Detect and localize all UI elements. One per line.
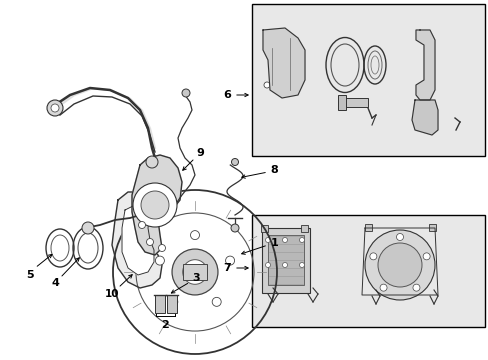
Polygon shape — [132, 155, 182, 255]
Circle shape — [141, 191, 169, 219]
Bar — [262, 228, 309, 293]
Circle shape — [264, 39, 269, 45]
Circle shape — [265, 238, 270, 243]
Text: 8: 8 — [269, 165, 277, 175]
Circle shape — [299, 238, 304, 243]
Bar — [267, 235, 304, 285]
Bar — [364, 224, 371, 231]
Text: 7: 7 — [223, 263, 230, 273]
Circle shape — [168, 297, 178, 306]
Polygon shape — [122, 205, 154, 275]
Polygon shape — [263, 28, 305, 98]
Circle shape — [146, 239, 153, 246]
Circle shape — [231, 158, 238, 166]
Circle shape — [155, 256, 164, 265]
Bar — [337, 95, 346, 110]
Circle shape — [364, 230, 434, 300]
Bar — [273, 52, 285, 66]
Circle shape — [369, 253, 376, 260]
Text: 2: 2 — [161, 320, 168, 330]
Bar — [339, 98, 367, 107]
Circle shape — [182, 89, 190, 97]
Circle shape — [282, 262, 287, 267]
Text: 3: 3 — [192, 273, 200, 283]
Text: 9: 9 — [196, 148, 203, 158]
Circle shape — [422, 253, 429, 260]
Bar — [251, 4, 484, 156]
Circle shape — [51, 104, 59, 112]
Text: 10: 10 — [104, 289, 119, 299]
Circle shape — [183, 260, 207, 284]
Circle shape — [265, 262, 270, 267]
Circle shape — [133, 183, 177, 227]
Bar — [261, 225, 267, 232]
Circle shape — [230, 224, 239, 232]
Circle shape — [396, 234, 403, 240]
Text: 1: 1 — [270, 238, 278, 248]
Circle shape — [146, 156, 158, 168]
Text: 4: 4 — [51, 278, 59, 288]
Bar — [251, 215, 484, 327]
Bar — [183, 264, 206, 280]
Circle shape — [212, 297, 221, 306]
Circle shape — [225, 256, 234, 265]
Circle shape — [190, 231, 199, 240]
Circle shape — [138, 221, 145, 229]
Circle shape — [377, 243, 421, 287]
Circle shape — [412, 284, 419, 291]
Circle shape — [158, 244, 165, 252]
Circle shape — [82, 222, 94, 234]
Polygon shape — [112, 192, 162, 288]
Circle shape — [282, 238, 287, 243]
Bar — [428, 224, 435, 231]
Text: 5: 5 — [26, 270, 34, 280]
Circle shape — [264, 82, 269, 88]
Text: 6: 6 — [223, 90, 230, 100]
Bar — [301, 225, 307, 232]
Circle shape — [47, 100, 63, 116]
Circle shape — [172, 249, 218, 295]
Polygon shape — [415, 30, 434, 100]
Bar — [167, 295, 177, 313]
Bar — [155, 295, 164, 313]
Polygon shape — [411, 100, 437, 135]
Circle shape — [299, 262, 304, 267]
Circle shape — [379, 284, 386, 291]
